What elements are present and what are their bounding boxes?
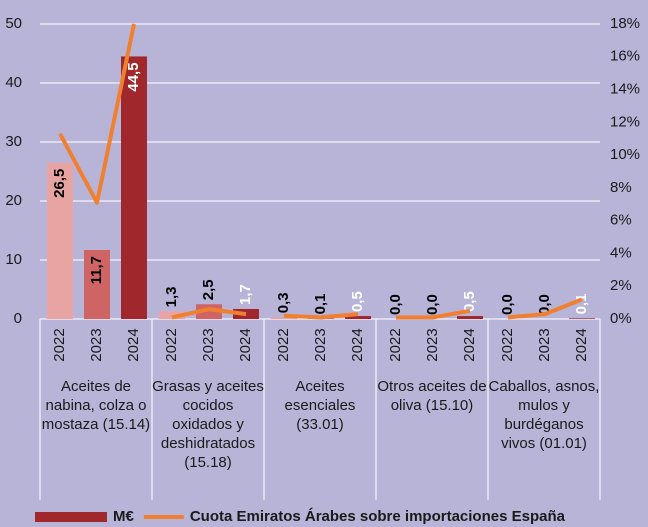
line [507,297,583,320]
data-label: 0,0 [499,294,516,315]
y2-tick-label: 12% [610,113,640,130]
data-label: 11,7 [88,256,105,284]
bar [47,162,73,319]
x-tick-label: 2022 [499,328,516,361]
data-label: 0,1 [312,294,329,315]
x-tick-label: 2022 [387,328,404,361]
bar [457,316,483,319]
y-tick-label: 20 [5,192,22,209]
data-label: 44,5 [125,62,142,91]
data-label: 0,0 [387,294,404,315]
y2-tick-label: 0% [610,310,632,327]
x-tick-label: 2023 [424,328,441,361]
bar [196,304,222,319]
group-label: Otros aceites de oliva (15.10) [377,378,487,414]
bar [271,317,297,319]
y-tick-label: 10 [5,251,22,268]
data-label: 2,5 [200,279,217,300]
data-label: 0,0 [536,294,553,315]
legend-label: M€ [113,508,134,525]
line [283,312,359,320]
legend-swatch [35,512,107,522]
y2-tick-label: 4% [610,244,632,261]
y2-tick-label: 18% [610,15,640,32]
x-tick-label: 2024 [573,328,590,361]
y2-tick-label: 2% [610,277,632,294]
y2-tick-label: 6% [610,212,632,229]
y-tick-label: 0 [14,310,22,327]
x-tick-label: 2024 [461,328,478,361]
line [58,23,136,205]
x-tick-label: 2023 [312,328,329,361]
group-label: Aceites esenciales (33.01) [284,378,356,433]
bar [121,56,147,319]
data-label: 0,0 [424,294,441,315]
line [396,308,471,320]
data-label: 0,5 [461,291,478,312]
x-tick-label: 2024 [125,328,142,361]
bar [84,249,110,319]
data-label: 0,5 [349,291,366,312]
data-label: 1,7 [237,284,254,305]
group-label: Aceites de nabina, colza o mostaza (15.1… [41,378,151,433]
group-label: Grasas y aceites cocidos oxidados y desh… [152,378,264,471]
y-tick-label: 50 [5,15,22,32]
data-label: 1,3 [163,286,180,307]
bar [569,318,595,319]
bar [159,311,185,319]
y-tick-label: 30 [5,133,22,150]
data-label: 26,5 [51,169,68,198]
y2-tick-label: 10% [610,146,640,163]
legend-label: Cuota Emiratos Árabes sobre importacione… [190,508,566,525]
y2-tick-label: 16% [610,48,640,65]
y2-tick-label: 14% [610,81,640,98]
x-tick-label: 2024 [349,328,366,361]
data-label: 0,1 [573,294,590,315]
x-tick-label: 2023 [536,328,553,361]
bar [345,316,371,319]
data-label: 0,3 [275,292,292,313]
x-tick-label: 2022 [163,328,180,361]
x-tick-label: 2022 [275,328,292,361]
y2-tick-label: 8% [610,179,632,196]
y-tick-label: 40 [5,74,22,91]
x-tick-label: 2024 [237,328,254,361]
line [171,307,247,320]
x-tick-label: 2022 [51,328,68,361]
group-label: Caballos, asnos, mulos y burdéganos vivo… [488,378,600,452]
x-tick-label: 2023 [88,328,105,361]
x-tick-label: 2023 [200,328,217,361]
